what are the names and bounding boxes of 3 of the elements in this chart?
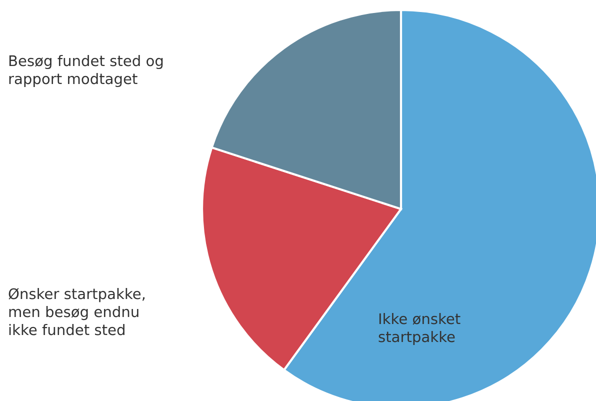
slice-label: Ønsker startpakke, men besøg endnu ikke fundet sted (8, 288, 145, 336)
slice-label: Ikke ønsket startpakke (378, 312, 460, 346)
slice-label: Besøg fundet sted og rapport modtaget (9, 54, 163, 88)
